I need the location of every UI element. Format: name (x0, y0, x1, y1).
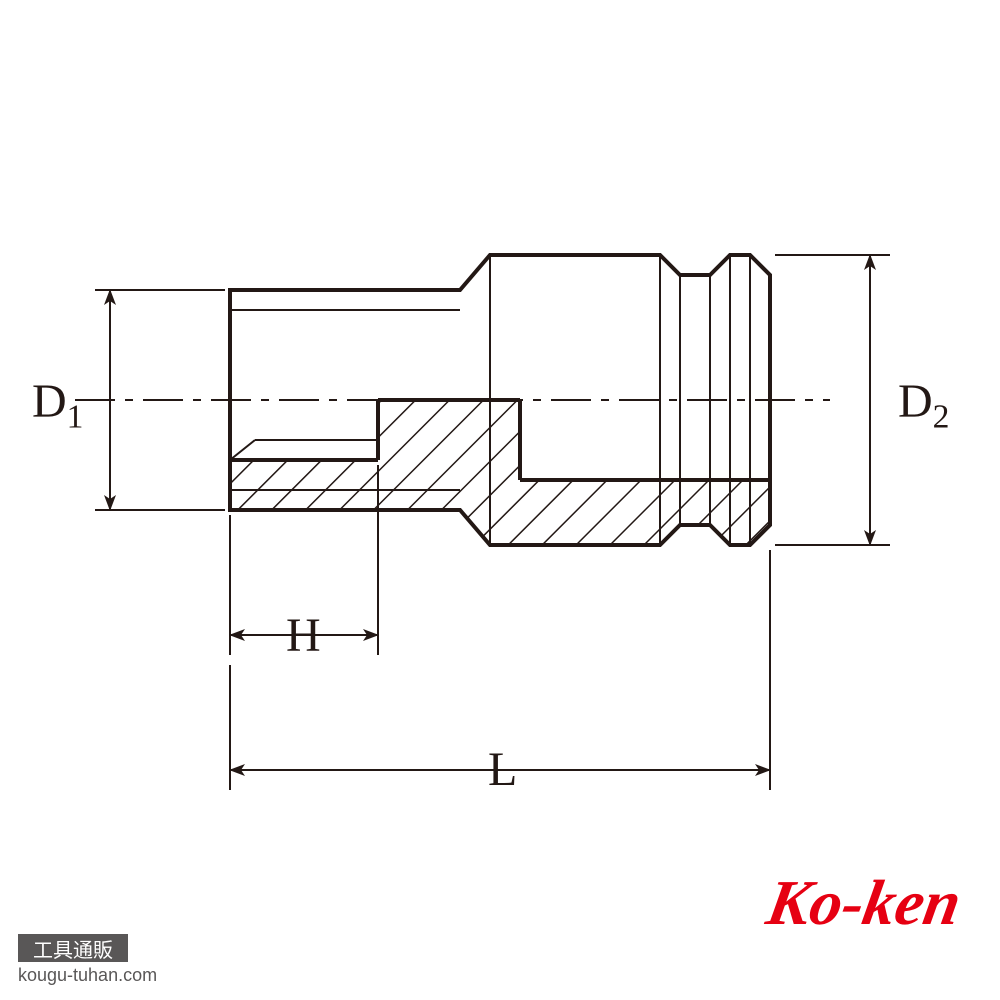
brand-logo: Ko-ken (761, 866, 966, 940)
footer-url: kougu-tuhan.com (18, 965, 157, 986)
label-l: L (488, 742, 517, 797)
hatch-section (230, 400, 660, 545)
footer-label: 工具通販 (18, 934, 128, 962)
label-h: H (286, 608, 321, 663)
label-d1: D1 (32, 374, 83, 437)
label-d2: D2 (898, 374, 949, 437)
technical-drawing (0, 0, 1000, 1000)
